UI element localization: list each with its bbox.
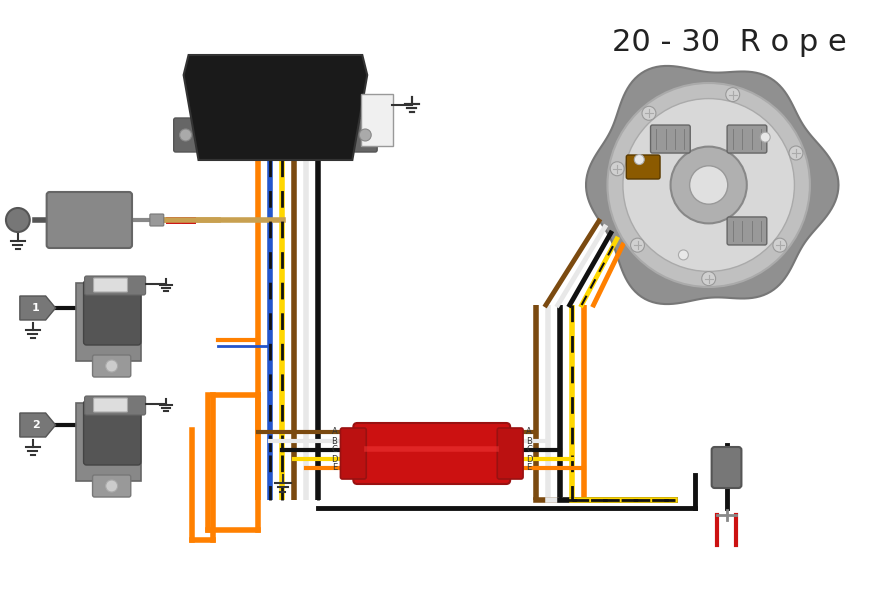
FancyBboxPatch shape <box>711 447 740 488</box>
Circle shape <box>701 272 715 286</box>
FancyBboxPatch shape <box>353 423 510 484</box>
FancyBboxPatch shape <box>83 280 140 345</box>
FancyBboxPatch shape <box>84 276 146 295</box>
FancyBboxPatch shape <box>92 355 131 377</box>
Circle shape <box>670 146 746 223</box>
Text: 2: 2 <box>32 420 39 430</box>
FancyBboxPatch shape <box>46 192 132 248</box>
FancyBboxPatch shape <box>84 396 146 415</box>
Circle shape <box>772 238 786 252</box>
Circle shape <box>788 146 802 160</box>
FancyBboxPatch shape <box>94 398 127 412</box>
FancyBboxPatch shape <box>150 214 164 226</box>
Text: C: C <box>525 445 531 455</box>
Polygon shape <box>585 66 838 304</box>
Circle shape <box>105 480 118 492</box>
FancyBboxPatch shape <box>83 401 140 465</box>
Circle shape <box>105 360 118 372</box>
Circle shape <box>622 98 794 271</box>
FancyBboxPatch shape <box>94 278 127 292</box>
Text: C: C <box>332 445 337 455</box>
Circle shape <box>759 132 769 142</box>
FancyBboxPatch shape <box>76 283 141 361</box>
Circle shape <box>630 238 644 252</box>
Text: D: D <box>331 455 337 463</box>
Text: B: B <box>332 437 337 445</box>
FancyBboxPatch shape <box>360 94 393 146</box>
Text: A: A <box>332 427 337 437</box>
Text: E: E <box>332 463 337 473</box>
FancyBboxPatch shape <box>353 118 377 152</box>
Polygon shape <box>20 413 55 437</box>
Circle shape <box>678 250 688 260</box>
FancyBboxPatch shape <box>625 155 660 179</box>
Circle shape <box>725 88 738 101</box>
Text: 20 - 30  R o p e: 20 - 30 R o p e <box>611 28 846 57</box>
Circle shape <box>180 129 191 141</box>
FancyBboxPatch shape <box>340 428 366 479</box>
Circle shape <box>688 166 727 204</box>
FancyBboxPatch shape <box>92 475 131 497</box>
Circle shape <box>633 155 644 164</box>
Text: D: D <box>525 455 532 463</box>
Text: A: A <box>525 427 531 437</box>
Text: E: E <box>525 463 531 473</box>
Circle shape <box>610 162 624 176</box>
Text: B: B <box>525 437 531 445</box>
FancyBboxPatch shape <box>174 118 197 152</box>
Polygon shape <box>20 296 55 320</box>
FancyBboxPatch shape <box>726 217 766 245</box>
FancyBboxPatch shape <box>496 428 523 479</box>
Circle shape <box>607 83 809 287</box>
Circle shape <box>359 129 371 141</box>
Circle shape <box>641 106 655 120</box>
Polygon shape <box>183 55 367 160</box>
FancyBboxPatch shape <box>76 403 141 481</box>
Text: 1: 1 <box>32 303 39 313</box>
FancyBboxPatch shape <box>650 125 689 153</box>
FancyBboxPatch shape <box>726 125 766 153</box>
Circle shape <box>6 208 30 232</box>
